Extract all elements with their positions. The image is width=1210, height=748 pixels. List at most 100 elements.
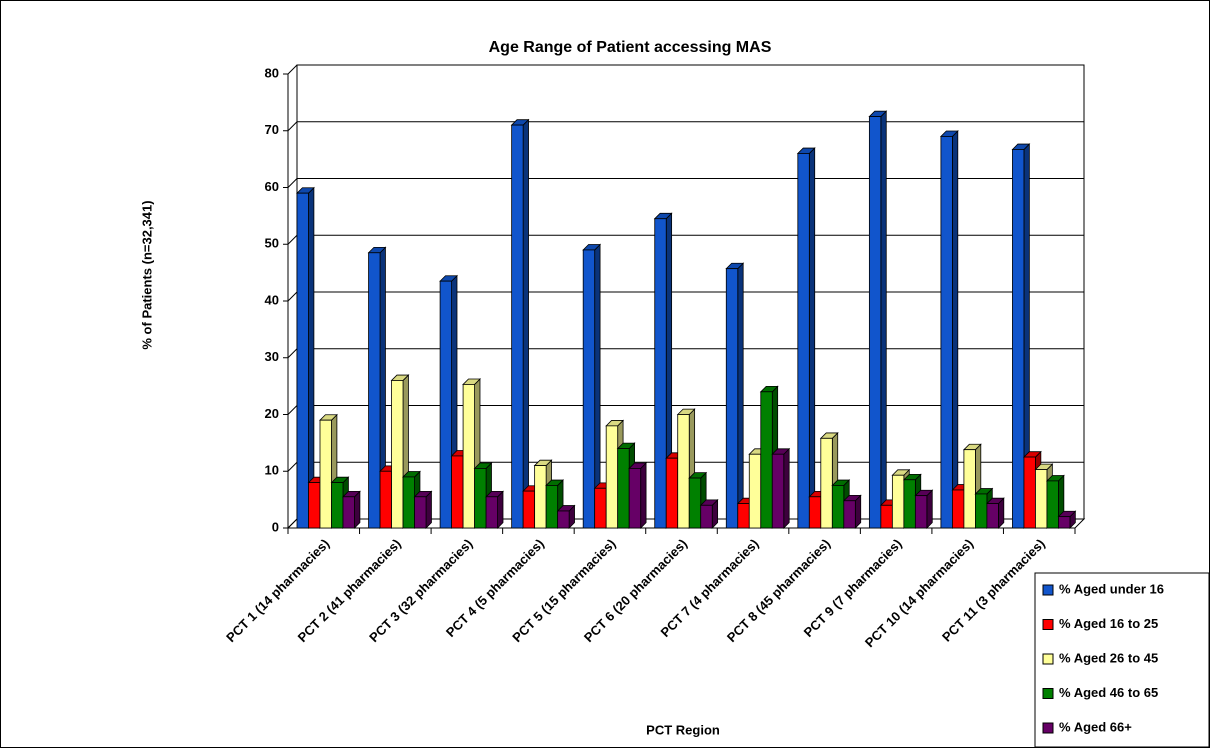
bar <box>688 477 702 529</box>
bar <box>296 192 309 529</box>
bar <box>582 249 596 529</box>
bar-side <box>808 147 816 529</box>
legend-label: % Aged 26 to 45 <box>1059 650 1158 665</box>
y-tick-label: 10 <box>265 463 279 478</box>
legend-swatch <box>1042 619 1054 630</box>
bar <box>331 482 344 529</box>
bar <box>963 449 976 529</box>
bar <box>451 455 464 529</box>
x-axis-label: PCT Region <box>646 722 720 737</box>
bar-side <box>497 490 504 529</box>
bar <box>557 510 570 529</box>
bar <box>677 414 690 529</box>
bar <box>940 136 953 529</box>
bar <box>880 504 893 529</box>
y-axis-label: % of Patients (n=32,341) <box>139 200 154 349</box>
legend-label: % Aged 46 to 65 <box>1059 685 1158 700</box>
bar <box>319 419 332 529</box>
bar <box>545 485 559 529</box>
bar <box>797 153 810 529</box>
bar <box>605 425 619 529</box>
grid-line-side <box>287 234 298 245</box>
bar <box>439 280 452 529</box>
bar <box>820 437 833 529</box>
bar <box>903 479 916 529</box>
bar <box>511 124 524 529</box>
legend-label: % Aged 16 to 25 <box>1059 616 1158 631</box>
chart-title: Age Range of Patient accessing MAS <box>489 39 772 56</box>
grid-line-side <box>287 461 298 472</box>
bar <box>725 268 739 529</box>
bar-side <box>926 489 933 529</box>
bar <box>594 487 607 529</box>
legend-label: % Aged 66+ <box>1059 719 1132 734</box>
bar <box>379 470 392 529</box>
bar <box>952 489 965 529</box>
bar <box>308 482 321 529</box>
bar <box>975 493 988 529</box>
bar-side <box>354 490 361 529</box>
y-tick-label: 30 <box>265 349 279 364</box>
bar <box>700 504 713 529</box>
bar <box>534 465 547 529</box>
bar <box>843 500 856 529</box>
y-tick-label: 20 <box>265 406 279 421</box>
bar <box>1046 480 1059 529</box>
legend-swatch <box>1042 653 1054 665</box>
bar <box>831 485 845 529</box>
bar <box>1012 149 1025 529</box>
bar-side <box>425 490 432 529</box>
bar <box>402 476 415 529</box>
legend-swatch <box>1042 722 1054 734</box>
legend-box <box>1034 572 1210 748</box>
bar <box>914 495 928 529</box>
bar <box>665 457 679 529</box>
bar <box>628 468 642 529</box>
bar <box>342 496 355 529</box>
bar-side <box>522 118 529 529</box>
bar <box>522 490 536 529</box>
bar-side <box>880 110 887 529</box>
bar <box>986 503 999 529</box>
bar <box>368 252 381 529</box>
bar <box>474 468 487 529</box>
y-tick-label: 0 <box>272 519 279 534</box>
bar <box>737 503 750 529</box>
grid-line-side <box>287 291 298 302</box>
bar-side <box>640 462 647 529</box>
grid-line-side <box>287 178 298 188</box>
bar <box>771 453 785 529</box>
bar-side <box>737 262 744 529</box>
grid-line-side <box>287 405 298 415</box>
legend-swatch <box>1042 584 1054 596</box>
y-tick-label: 60 <box>265 179 279 194</box>
bar <box>485 496 498 529</box>
bar <box>760 391 773 529</box>
y-tick-label: 70 <box>265 122 279 137</box>
grid-line-side <box>287 348 298 359</box>
bar <box>654 218 667 529</box>
grid-line-side <box>287 64 298 75</box>
bar <box>462 384 475 529</box>
bar <box>748 453 762 529</box>
bar <box>414 496 427 529</box>
bar <box>1058 516 1071 529</box>
bar-side <box>783 447 790 529</box>
bar <box>617 448 630 529</box>
bar <box>868 116 882 529</box>
bar-side <box>952 130 959 529</box>
grid-line-side <box>287 121 298 132</box>
y-tick-label: 40 <box>265 292 279 307</box>
bar-side <box>308 186 315 529</box>
legend-swatch <box>1042 688 1054 699</box>
y-tick-label: 80 <box>265 65 279 80</box>
bar <box>391 380 404 529</box>
legend-label: % Aged under 16 <box>1059 581 1164 596</box>
bar <box>891 474 905 529</box>
y-tick-label: 50 <box>265 236 279 251</box>
bar <box>808 496 822 529</box>
bar <box>1023 456 1036 529</box>
grid-line-side <box>287 518 298 529</box>
bar <box>1035 469 1048 529</box>
